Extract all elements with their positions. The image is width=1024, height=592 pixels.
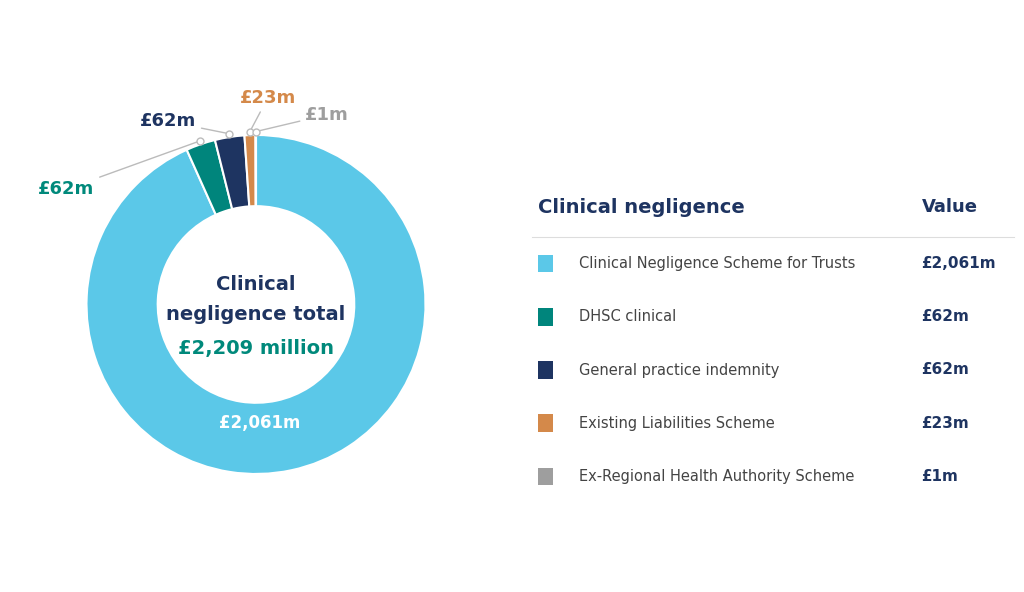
Text: £1m: £1m [258,105,349,131]
Wedge shape [245,135,256,207]
FancyBboxPatch shape [538,255,553,272]
Wedge shape [86,135,426,474]
Text: £62m: £62m [139,112,226,133]
Text: £1m: £1m [922,469,958,484]
FancyBboxPatch shape [538,414,553,432]
FancyBboxPatch shape [538,361,553,379]
Text: £23m: £23m [240,89,296,129]
Text: £62m: £62m [38,142,197,198]
Text: £2,209 million: £2,209 million [178,339,334,358]
Wedge shape [215,136,249,209]
Wedge shape [186,140,232,215]
Text: Existing Liabilities Scheme: Existing Liabilities Scheme [579,416,774,431]
FancyBboxPatch shape [538,468,553,485]
Text: Clinical negligence: Clinical negligence [538,198,744,217]
Text: Ex-Regional Health Authority Scheme: Ex-Regional Health Authority Scheme [579,469,854,484]
Text: negligence total: negligence total [166,305,346,324]
Text: £2,061m: £2,061m [922,256,996,271]
Text: Value: Value [922,198,978,216]
Text: Clinical: Clinical [216,275,296,294]
Text: £62m: £62m [922,362,970,378]
Text: £62m: £62m [922,309,970,324]
Text: General practice indemnity: General practice indemnity [579,362,779,378]
Text: £2,061m: £2,061m [219,414,300,432]
Text: £23m: £23m [922,416,970,431]
Text: Clinical Negligence Scheme for Trusts: Clinical Negligence Scheme for Trusts [579,256,855,271]
FancyBboxPatch shape [538,308,553,326]
Text: DHSC clinical: DHSC clinical [579,309,676,324]
